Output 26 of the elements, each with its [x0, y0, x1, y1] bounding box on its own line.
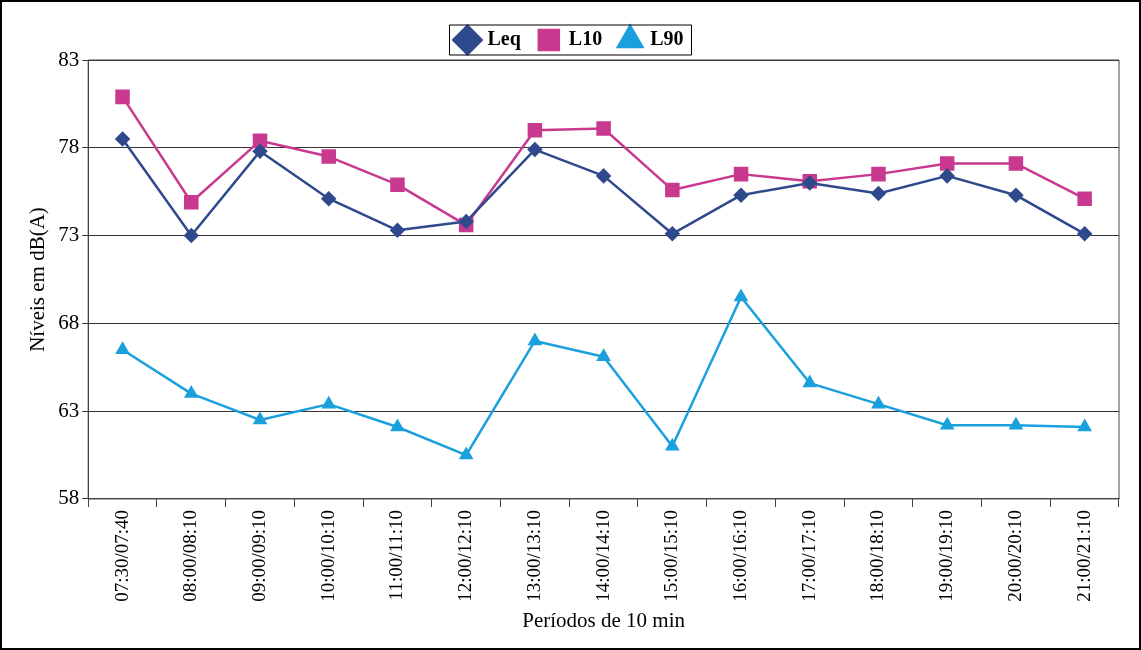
legend-label: L10: [568, 27, 603, 50]
x-tick-label: 21:00/21:10: [1072, 509, 1094, 602]
x-tick-label: 07:30/07:40: [110, 509, 132, 602]
legend-label: Leq: [487, 27, 521, 51]
y-tick-label: 58: [58, 485, 80, 510]
x-tick-label: 19:00/19:10: [935, 509, 957, 602]
x-tick-label: 09:00/09:10: [247, 509, 269, 602]
x-tick-label: 14:00/14:10: [591, 509, 613, 602]
x-tick-label: 18:00/18:10: [866, 509, 888, 602]
y-tick-label: 63: [58, 397, 80, 422]
x-tick-label: 10:00/10:10: [316, 509, 338, 602]
x-tick-label: 08:00/08:10: [179, 509, 201, 602]
x-tick-label: 12:00/12:10: [454, 509, 476, 602]
x-tick-label: 11:00/11:10: [385, 509, 407, 601]
x-tick-label: 15:00/15:10: [660, 509, 682, 602]
y-tick-label: 73: [58, 222, 80, 247]
x-tick-label: 16:00/16:10: [729, 509, 751, 602]
x-tick-label: 20:00/20:10: [1003, 509, 1025, 602]
y-tick-label: 68: [58, 309, 80, 334]
x-axis-title: Períodos de 10 min: [522, 607, 686, 632]
legend-label: L90: [650, 27, 684, 50]
x-tick-label: 13:00/13:10: [522, 509, 544, 602]
y-tick-label: 83: [58, 46, 80, 71]
y-tick-label: 78: [58, 134, 80, 159]
y-axis-title: Níveis em dB(A): [25, 207, 50, 352]
x-tick-label: 17:00/17:10: [797, 509, 819, 602]
